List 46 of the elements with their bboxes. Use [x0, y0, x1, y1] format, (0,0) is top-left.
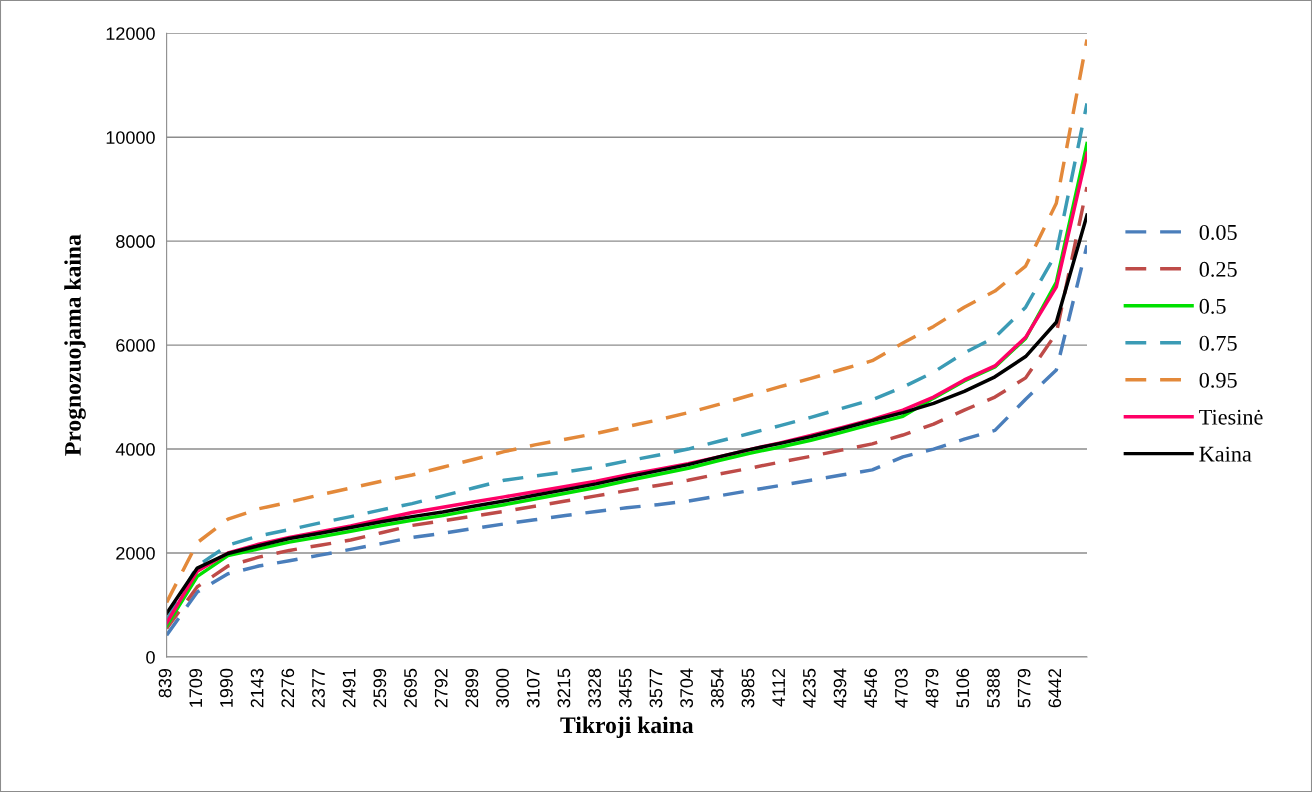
legend-label: 0.05	[1199, 224, 1237, 240]
x-tick-label: 2695	[404, 668, 417, 708]
y-axis-title: Prognozuojama kaina	[64, 234, 86, 456]
x-tick-label: 5779	[1017, 668, 1031, 708]
legend-label: 0.95	[1199, 372, 1237, 388]
y-tick-label: 10000	[106, 131, 155, 144]
x-tick-label: 2792	[434, 668, 448, 708]
x-tick-label: 2599	[373, 668, 387, 708]
legend-label: 0.5	[1199, 298, 1226, 314]
x-tick-label: 2143	[250, 668, 264, 708]
x-tick-label: 5388	[987, 668, 1000, 708]
legend-label: 0.75	[1199, 335, 1237, 351]
x-tick-label: 2491	[342, 668, 356, 708]
legend-label: Kaina	[1199, 446, 1252, 462]
x-tick-label: 6442	[1048, 668, 1062, 708]
x-tick-label: 4112	[772, 668, 785, 707]
x-tick-label: 3107	[526, 668, 540, 708]
x-tick-label: 4394	[833, 668, 847, 708]
x-tick-label: 3577	[649, 668, 663, 708]
x-tick-label: 4879	[925, 668, 939, 708]
legend-label: Tiesinė	[1199, 409, 1263, 425]
x-tick-label: 3215	[557, 668, 571, 708]
x-tick-label: 2899	[465, 668, 479, 708]
x-tick-label: 5106	[956, 668, 970, 708]
x-tick-label: 3704	[680, 668, 694, 708]
y-tick-label: 12000	[106, 27, 155, 40]
x-tick-label: 3985	[741, 668, 755, 708]
y-tick-label: 0	[146, 650, 155, 664]
x-tick-label: 839	[158, 668, 172, 698]
x-tick-label: 3328	[588, 668, 601, 708]
y-tick-label: 4000	[115, 443, 155, 456]
x-tick-label: 4703	[894, 668, 908, 708]
x-tick-label: 4546	[864, 668, 878, 708]
x-tick-label: 2377	[312, 668, 325, 708]
y-tick-label: 2000	[116, 546, 155, 560]
x-tick-label: 1709	[189, 668, 203, 707]
x-tick-label: 4235	[802, 668, 816, 708]
x-axis-title: Tikroji kaina	[560, 716, 694, 738]
legend-label: 0.25	[1199, 261, 1237, 277]
x-tick-label: 3854	[710, 668, 724, 708]
x-tick-label: 2276	[281, 668, 295, 708]
x-tick-label: 1990	[220, 668, 233, 707]
x-tick-label: 3455	[618, 668, 632, 708]
y-tick-label: 6000	[116, 339, 155, 352]
x-tick-label: 3000	[496, 668, 509, 708]
y-tick-label: 8000	[116, 235, 155, 248]
